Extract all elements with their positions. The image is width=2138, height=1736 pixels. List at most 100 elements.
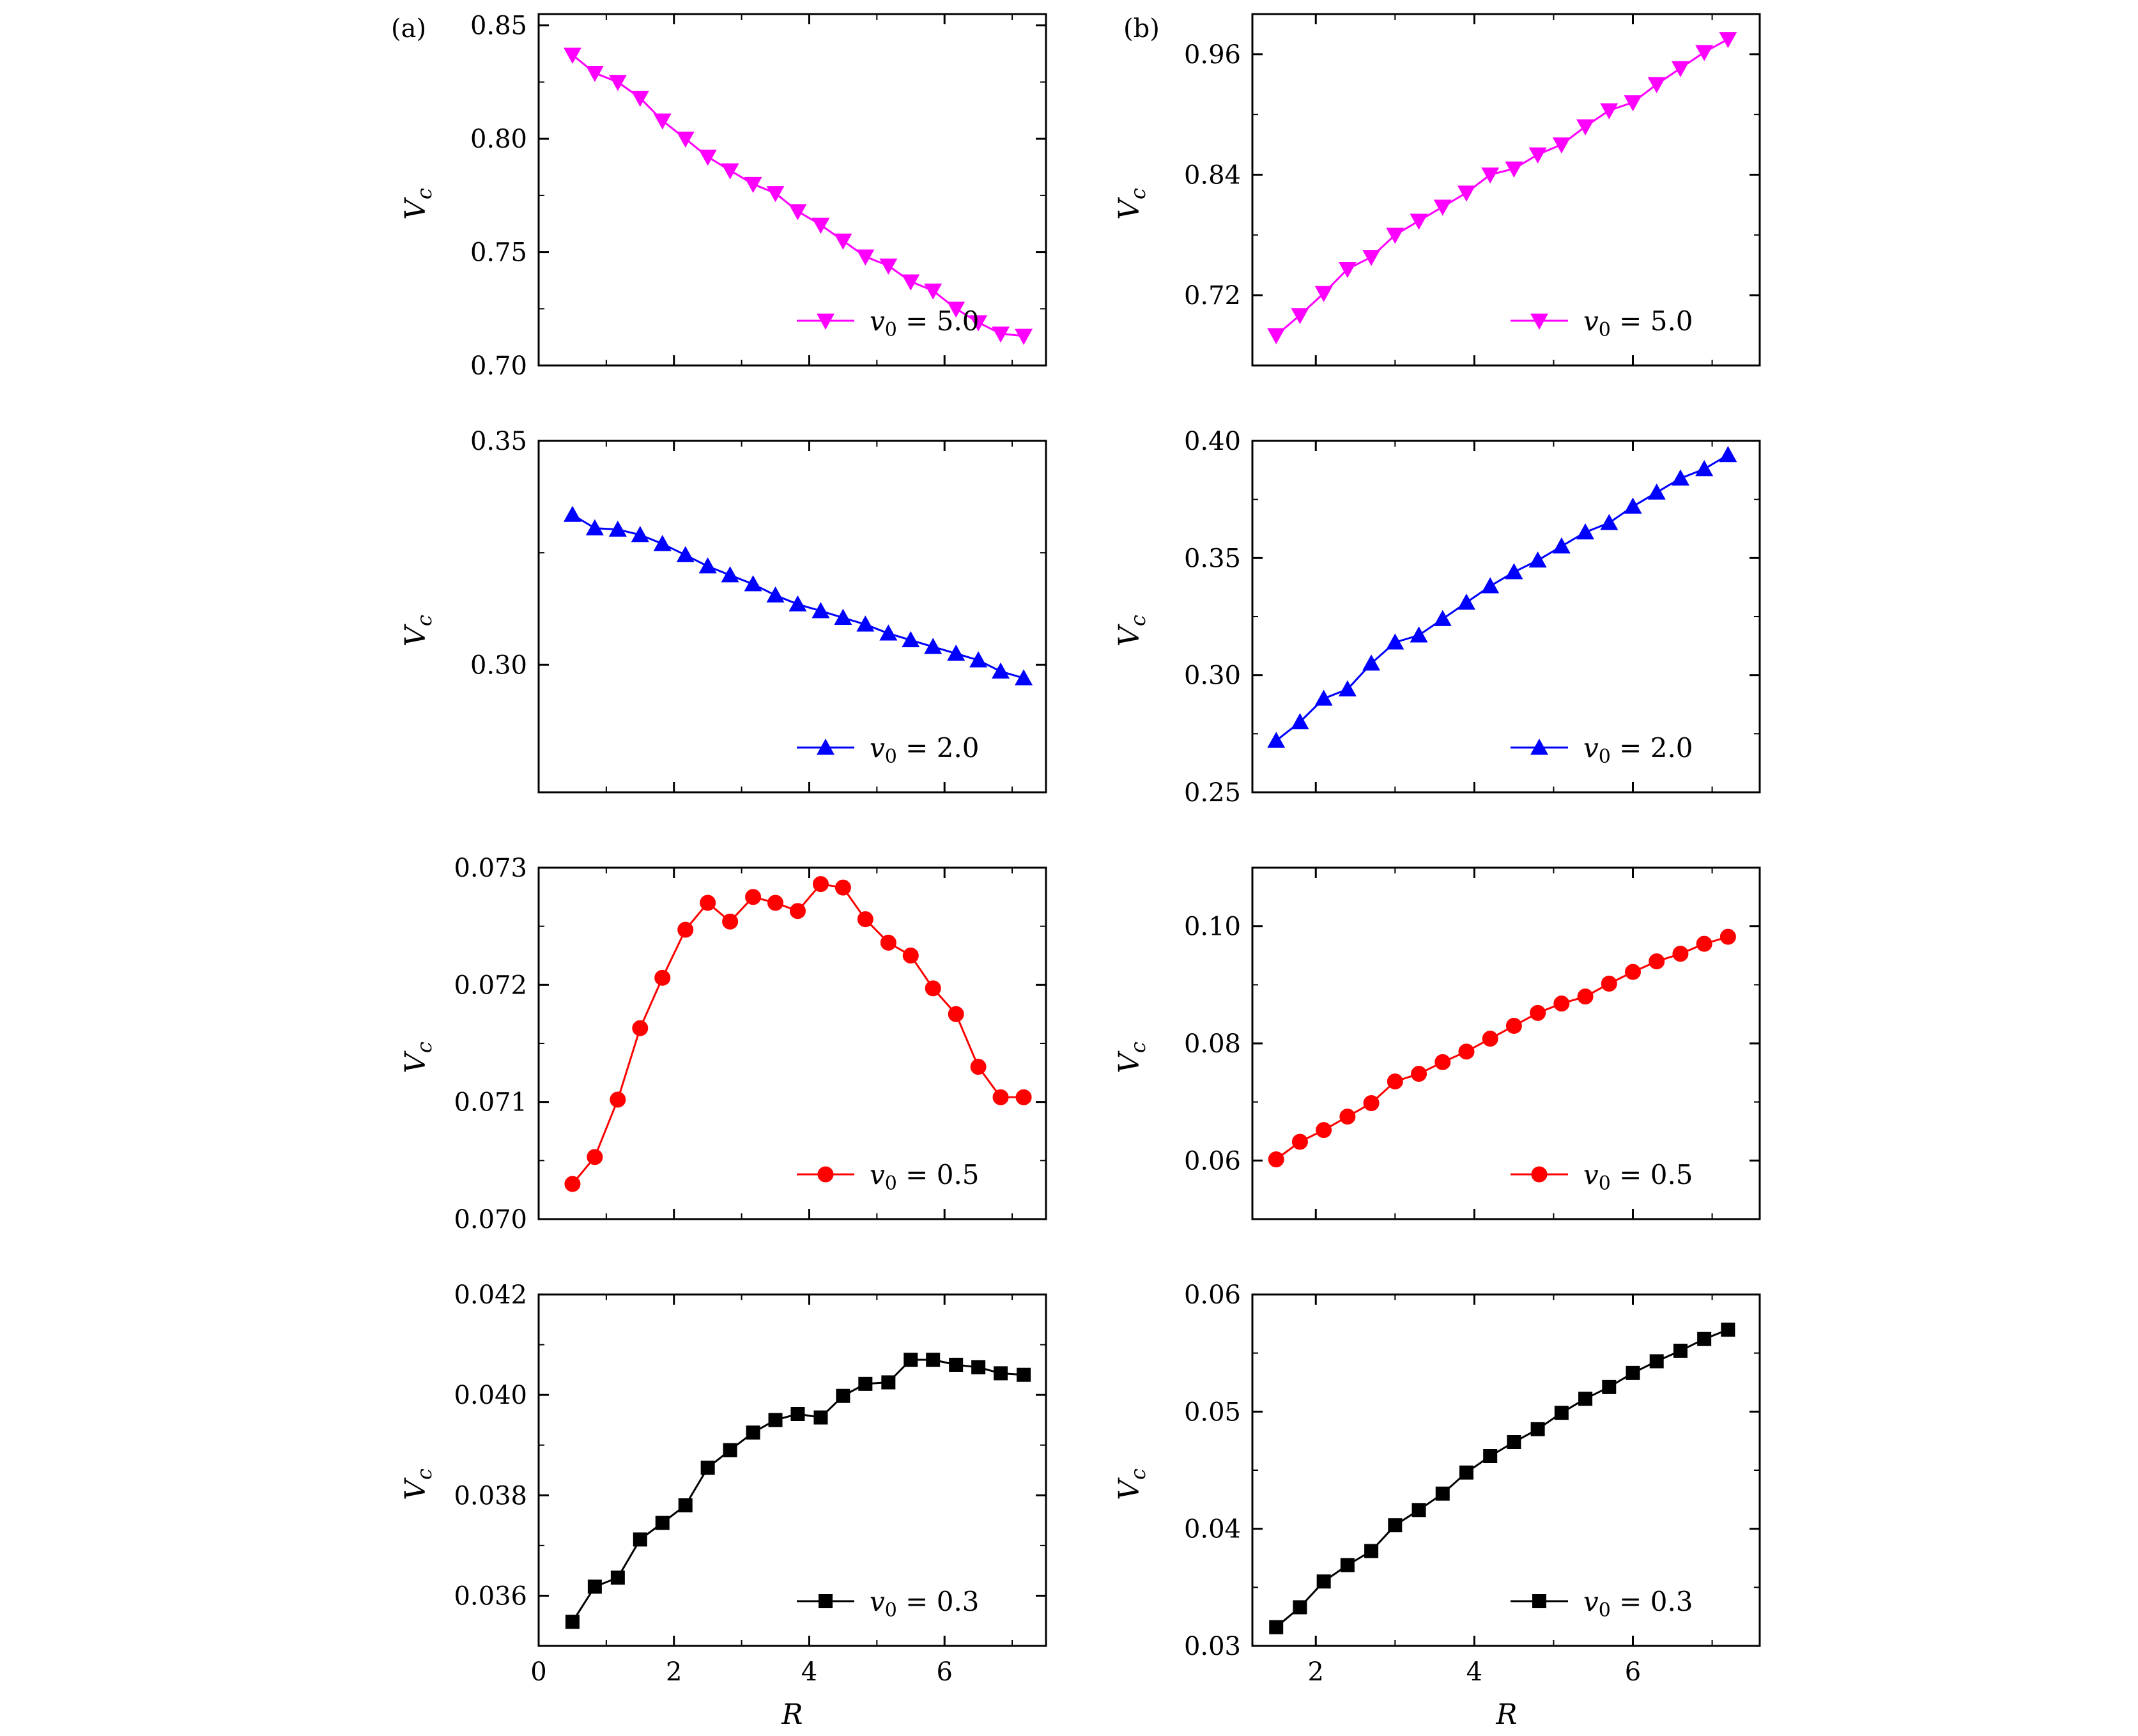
plot-frame <box>537 13 1047 367</box>
data-point <box>856 249 875 266</box>
x-axis-title-a: R <box>781 1698 803 1731</box>
data-point <box>1459 1465 1473 1480</box>
data-point <box>992 662 1010 679</box>
x-tick-label: 6 <box>936 1657 952 1687</box>
data-point <box>1528 551 1547 568</box>
x-tick-label: 4 <box>801 1657 817 1687</box>
data-point <box>654 969 671 986</box>
data-point <box>879 624 898 641</box>
data-point <box>653 535 672 551</box>
data-point <box>969 315 988 332</box>
panel-b1: 0.72 0.84 0.96 Vc v0 = 5.0 <box>1113 13 1761 367</box>
data-point <box>1695 460 1714 477</box>
legend-marker <box>817 1166 834 1183</box>
data-point <box>947 644 965 661</box>
data-point <box>1576 523 1595 540</box>
data-point <box>563 505 581 522</box>
legend-marker <box>1531 1166 1548 1183</box>
data-point <box>1015 328 1033 345</box>
data-point <box>1363 1095 1380 1111</box>
data-point <box>1671 469 1689 486</box>
y-axis-title: Vc <box>1113 1041 1150 1073</box>
plot-frame <box>537 440 1047 794</box>
legend-label: v0 = 0.5 <box>870 1159 980 1195</box>
data-point <box>746 1425 760 1440</box>
data-point <box>812 876 829 893</box>
x-axis-title-b: R <box>1495 1698 1517 1731</box>
data-point <box>1362 250 1381 266</box>
data-point <box>789 903 806 919</box>
y-axis-title: Vc <box>399 1041 436 1073</box>
data-point <box>1457 185 1475 202</box>
data-point <box>631 91 649 107</box>
data-point <box>721 566 739 583</box>
legend-marker <box>817 739 834 755</box>
data-point <box>811 217 830 234</box>
data-point <box>1624 95 1642 112</box>
data-point <box>676 546 695 562</box>
data-point <box>744 575 762 592</box>
data-point <box>992 1089 1009 1105</box>
data-point <box>904 1353 918 1367</box>
x-tick-label: 0 <box>530 1657 546 1687</box>
data-point <box>1457 594 1475 610</box>
y-axis-title: Vc <box>1113 615 1150 647</box>
y-tick-label: 0.08 <box>1184 1029 1241 1059</box>
y-tick-label: 0.10 <box>1184 912 1241 942</box>
data-point <box>1624 497 1642 514</box>
y-tick-label: 0.75 <box>470 238 527 268</box>
data-point <box>1291 1133 1308 1150</box>
data-point <box>1553 995 1570 1012</box>
legend-label: v0 = 0.3 <box>870 1586 980 1622</box>
y-tick-label: 0.072 <box>454 971 527 1000</box>
y-tick-label: 0.40 <box>1184 427 1241 456</box>
panel-a4: 0.036 0.038 0.040 0.042 0 2 4 6 Vc v0 = 0.3 <box>399 1280 1047 1687</box>
data-point <box>1600 514 1619 530</box>
data-point <box>1672 946 1689 962</box>
data-point <box>924 638 942 654</box>
data-point <box>834 608 852 625</box>
data-point <box>1433 610 1452 626</box>
data-point <box>1483 1449 1498 1463</box>
data-point <box>1364 1544 1379 1558</box>
data-point <box>655 1516 670 1530</box>
data-point <box>788 595 807 611</box>
data-point <box>585 66 604 82</box>
y-tick-label: 0.070 <box>454 1205 527 1234</box>
y-tick-label: 0.038 <box>454 1481 527 1510</box>
data-point <box>836 1388 850 1403</box>
data-point <box>1291 308 1309 325</box>
y-axis-title: Vc <box>1113 1468 1150 1500</box>
y-tick-label: 0.042 <box>454 1280 527 1310</box>
data-point <box>608 520 627 537</box>
data-point <box>1554 1406 1569 1420</box>
y-tick-label: 0.05 <box>1184 1397 1241 1427</box>
data-point <box>766 586 785 603</box>
data-point <box>1626 1365 1640 1380</box>
data-point <box>587 1149 603 1165</box>
data-point <box>1316 1574 1331 1589</box>
legend-marker <box>819 1594 833 1608</box>
data-point <box>1721 1323 1735 1337</box>
data-point <box>1505 161 1523 178</box>
data-point <box>610 1091 626 1108</box>
y-tick-label: 0.30 <box>1184 661 1241 691</box>
data-point <box>1386 227 1404 244</box>
panel-a1: 0.70 0.75 0.80 0.85 Vc v0 = 5.0 <box>399 12 1047 381</box>
panel-b4: 0.03 0.04 0.05 0.06 2 4 6 Vc v0 = 0.3 <box>1113 1280 1761 1687</box>
data-point <box>834 879 851 896</box>
y-tick-label: 0.25 <box>1184 778 1241 808</box>
data-point <box>1410 626 1428 643</box>
data-point <box>1530 1422 1545 1436</box>
data-point <box>857 911 873 928</box>
legend-label: v0 = 5.0 <box>870 305 980 341</box>
y-tick-label: 0.30 <box>470 650 527 680</box>
legend-label: v0 = 0.5 <box>1583 1159 1693 1195</box>
data-point <box>1338 680 1357 696</box>
panel-a3: 0.070 0.071 0.072 0.073 Vc v0 = 0.5 <box>399 854 1047 1234</box>
data-point <box>698 557 717 574</box>
data-point <box>587 1579 602 1594</box>
data-point <box>1314 286 1333 302</box>
data-point <box>1387 1073 1403 1090</box>
y-tick-label: 0.036 <box>454 1581 527 1611</box>
